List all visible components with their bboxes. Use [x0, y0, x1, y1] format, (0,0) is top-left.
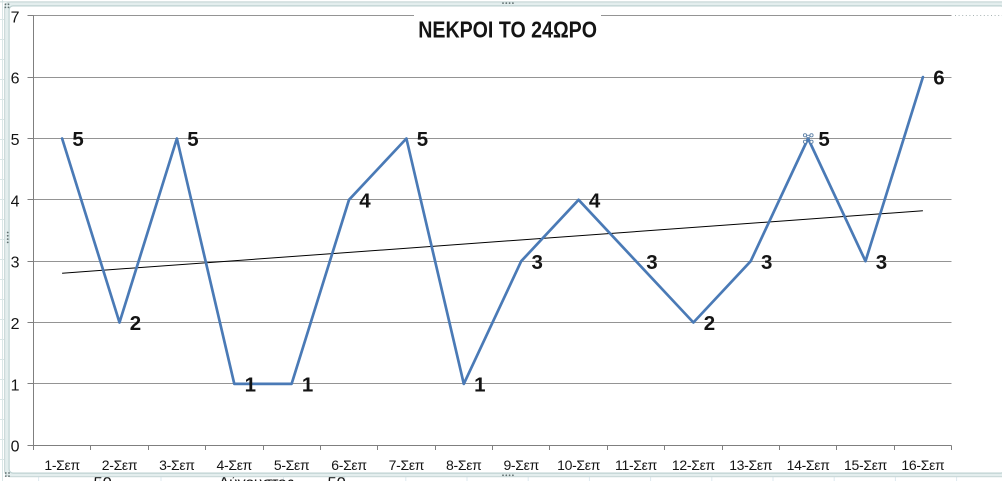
svg-text:12-Σεπ: 12-Σεπ — [672, 457, 716, 473]
svg-text:10-Σεπ: 10-Σεπ — [557, 457, 601, 473]
svg-text:1-Σεπ: 1-Σεπ — [44, 457, 80, 473]
svg-text:5: 5 — [187, 128, 198, 151]
svg-text:7: 7 — [11, 9, 20, 26]
svg-text:50: 50 — [327, 474, 345, 481]
svg-text:3-Σεπ: 3-Σεπ — [159, 457, 195, 473]
svg-text:5: 5 — [417, 128, 428, 151]
svg-text:4-Σεπ: 4-Σεπ — [217, 457, 253, 473]
svg-text:1: 1 — [11, 377, 20, 394]
svg-text:5-Σεπ: 5-Σεπ — [274, 457, 310, 473]
svg-text:2-Σεπ: 2-Σεπ — [102, 457, 138, 473]
svg-text:1: 1 — [245, 374, 256, 397]
svg-text:5: 5 — [72, 128, 83, 151]
svg-text:6-Σεπ: 6-Σεπ — [331, 457, 367, 473]
svg-text:16-Σεπ: 16-Σεπ — [901, 457, 945, 473]
svg-text:7-Σεπ: 7-Σεπ — [389, 457, 425, 473]
svg-text:3: 3 — [761, 251, 772, 274]
svg-text:0: 0 — [11, 439, 20, 456]
svg-text:3: 3 — [531, 251, 542, 274]
svg-text:11-Σεπ: 11-Σεπ — [615, 457, 658, 473]
svg-text:14-Σεπ: 14-Σεπ — [787, 457, 831, 473]
svg-text:13-Σεπ: 13-Σεπ — [729, 457, 773, 473]
svg-text:5: 5 — [11, 132, 20, 149]
svg-text:3: 3 — [876, 251, 887, 274]
svg-text:2: 2 — [130, 312, 141, 335]
svg-text:4: 4 — [589, 189, 601, 212]
svg-text:4: 4 — [359, 189, 371, 212]
svg-text:6: 6 — [11, 71, 20, 88]
svg-text:3: 3 — [11, 255, 20, 272]
svg-text:6: 6 — [933, 67, 944, 90]
svg-text:15-Σεπ: 15-Σεπ — [844, 457, 888, 473]
svg-text:1: 1 — [474, 374, 485, 397]
svg-text:5: 5 — [818, 128, 829, 151]
svg-text:Αύγουστος: Αύγουστος — [219, 475, 295, 481]
svg-text:1: 1 — [302, 374, 313, 397]
svg-text:9-Σεπ: 9-Σεπ — [503, 457, 539, 473]
svg-text:4: 4 — [11, 193, 20, 210]
svg-text:3: 3 — [646, 251, 657, 274]
svg-text:2: 2 — [704, 312, 715, 335]
svg-text:8-Σεπ: 8-Σεπ — [446, 457, 482, 473]
svg-text:50: 50 — [93, 474, 111, 481]
svg-text:2: 2 — [11, 316, 20, 333]
svg-text:ΝΕΚΡΟΙ ΤΟ 24ΩΡΟ: ΝΕΚΡΟΙ ΤΟ 24ΩΡΟ — [418, 17, 597, 43]
